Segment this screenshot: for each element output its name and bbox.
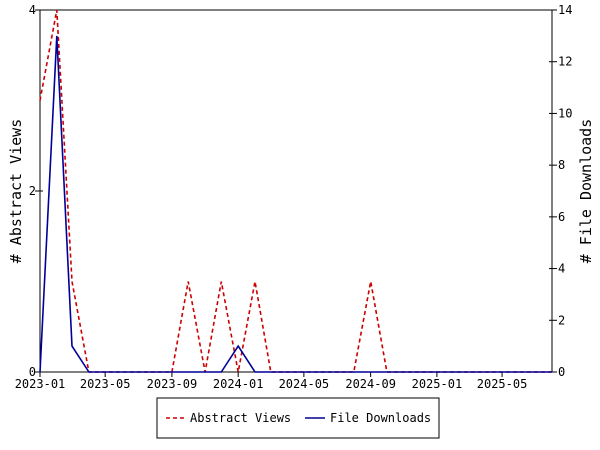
y-left-tick-label: 2 [29, 184, 36, 198]
y-left-tick-label: 4 [29, 3, 36, 17]
x-tick-label: 2023-05 [80, 377, 131, 391]
plot-area-border [39, 9, 553, 373]
y-right-tick-label: 14 [558, 3, 572, 17]
y-right-tick-label: 8 [558, 158, 565, 172]
x-axis: 2023-01 2023-05 2023-09 2024-01 2024-05 2024-… [15, 372, 528, 391]
legend-label-abstract-views: Abstract Views [190, 411, 291, 425]
series-line-abstract-views [39, 9, 552, 373]
legend: Abstract Views File Downloads [156, 397, 440, 439]
y-axis-left: 0 2 4 [29, 3, 43, 379]
x-tick-label: 2024-05 [279, 377, 330, 391]
y-right-tick-label: 6 [558, 210, 565, 224]
y-right-tick-label: 12 [558, 55, 572, 69]
y-right-tick-label: 4 [558, 262, 565, 276]
x-tick-label: 2024-09 [345, 377, 396, 391]
x-tick-label: 2025-01 [412, 377, 463, 391]
x-tick-label: 2024-01 [213, 377, 264, 391]
x-tick-label: 2023-09 [147, 377, 198, 391]
plot-frame [39, 9, 553, 373]
series-layer [39, 9, 552, 373]
y-axis-right-title: # File Downloads [577, 119, 595, 264]
series-line-file-downloads [39, 35, 552, 373]
legend-box [156, 397, 440, 439]
y-right-tick-label: 10 [558, 106, 572, 120]
y-right-tick-label: 2 [558, 313, 565, 327]
y-left-tick-label: 0 [29, 365, 36, 379]
legend-label-file-downloads: File Downloads [330, 411, 431, 425]
y-axis-right: 0 2 4 6 8 10 12 14 [549, 3, 572, 379]
x-tick-label: 2023-01 [15, 377, 66, 391]
x-tick-label: 2025-05 [477, 377, 528, 391]
y-right-tick-label: 0 [558, 365, 565, 379]
y-axis-left-title: # Abstract Views [7, 119, 25, 264]
